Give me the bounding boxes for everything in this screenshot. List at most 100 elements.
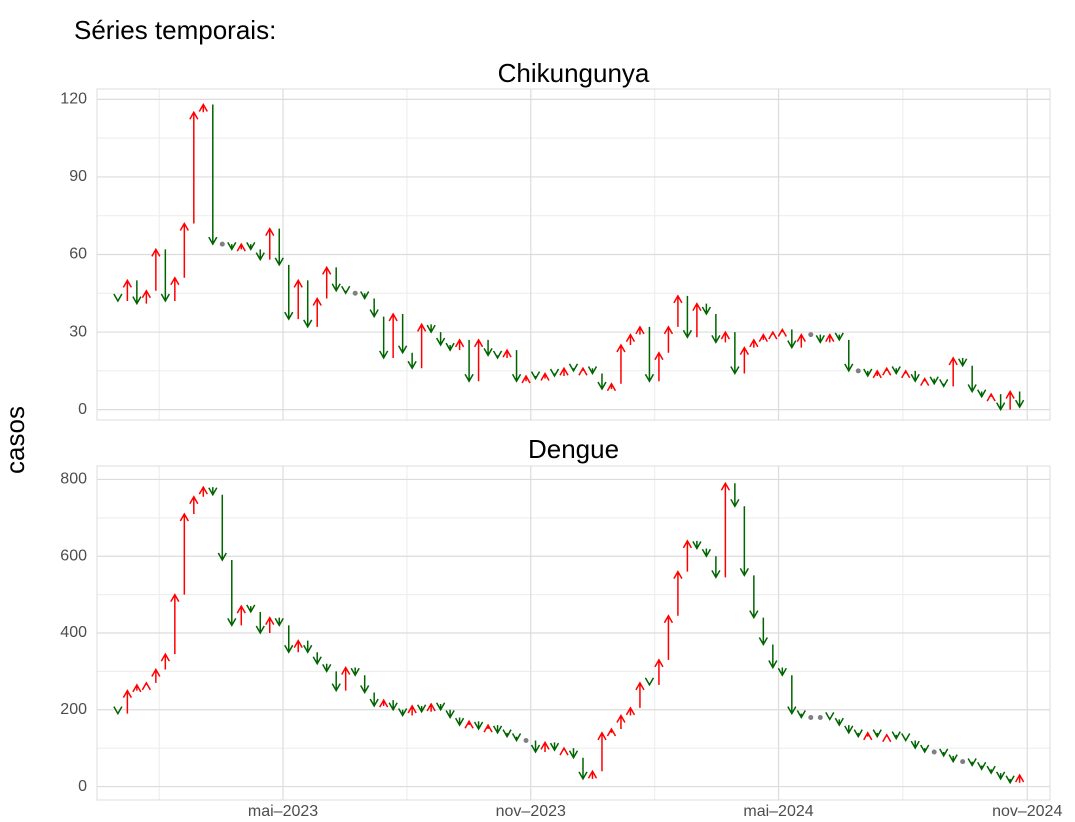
arrow bbox=[540, 371, 550, 381]
arrow-line bbox=[160, 249, 170, 303]
arrow bbox=[967, 365, 977, 394]
arrow bbox=[350, 667, 360, 677]
arrow-line bbox=[122, 278, 133, 302]
arrow bbox=[910, 370, 920, 383]
arrow-line bbox=[397, 708, 408, 718]
arrow-line bbox=[483, 723, 493, 733]
arrow-line bbox=[920, 744, 930, 754]
arrow bbox=[682, 295, 693, 339]
arrow bbox=[397, 708, 408, 718]
arrow-line bbox=[939, 379, 949, 388]
arrow-line bbox=[844, 725, 854, 735]
flat-dot bbox=[855, 368, 861, 374]
y-tick-label: 0 bbox=[78, 778, 87, 795]
arrow-line bbox=[958, 357, 968, 368]
arrow-line bbox=[179, 512, 189, 595]
y-tick-label: 400 bbox=[60, 624, 87, 641]
x-tick-label: mai–2024 bbox=[743, 803, 813, 820]
arrow-line bbox=[284, 264, 294, 321]
arrow-line bbox=[435, 702, 446, 712]
arrow-line bbox=[322, 265, 332, 299]
arrow bbox=[720, 481, 731, 578]
arrow bbox=[948, 754, 958, 764]
arrow-line bbox=[654, 658, 664, 685]
flat-dot bbox=[523, 737, 529, 743]
arrow bbox=[692, 540, 702, 551]
arrow-line bbox=[625, 333, 636, 346]
arrow-line bbox=[844, 339, 854, 373]
arrow bbox=[730, 483, 740, 508]
arrow bbox=[274, 617, 284, 627]
arrow bbox=[360, 675, 370, 695]
arrow bbox=[891, 731, 901, 741]
arrow-line bbox=[502, 729, 512, 739]
arrow bbox=[768, 644, 778, 670]
arrow bbox=[711, 313, 721, 344]
arrow bbox=[825, 333, 835, 343]
arrow-line bbox=[274, 228, 284, 267]
arrow bbox=[606, 727, 617, 737]
arrow-line bbox=[682, 539, 693, 572]
x-tick-label: mai–2023 bbox=[248, 803, 318, 820]
arrow-line bbox=[853, 729, 863, 739]
arrow-line bbox=[473, 721, 484, 731]
arrow bbox=[122, 278, 133, 302]
arrow bbox=[977, 389, 987, 399]
arrow-line bbox=[863, 731, 873, 741]
arrow-line bbox=[1005, 775, 1015, 785]
arrow-line bbox=[948, 754, 958, 764]
arrow bbox=[844, 339, 854, 373]
arrow-line bbox=[796, 333, 806, 348]
arrow-line bbox=[616, 714, 626, 729]
arrow-line bbox=[549, 368, 560, 378]
arrow-line bbox=[739, 506, 750, 577]
arrow-line bbox=[606, 382, 617, 392]
arrow bbox=[606, 382, 617, 392]
arrow-line bbox=[625, 706, 636, 716]
arrow-line bbox=[132, 683, 142, 693]
arrow-line bbox=[673, 294, 683, 327]
arrow-line bbox=[236, 604, 246, 626]
arrow bbox=[217, 494, 227, 562]
arrow bbox=[511, 350, 522, 383]
y-tick-label: 120 bbox=[60, 91, 87, 108]
arrow bbox=[1014, 391, 1025, 409]
arrow bbox=[844, 725, 854, 735]
arrow bbox=[635, 325, 645, 335]
arrow bbox=[616, 343, 626, 384]
y-tick-label: 90 bbox=[69, 168, 87, 185]
arrow bbox=[749, 575, 759, 620]
arrow bbox=[379, 316, 389, 360]
arrow bbox=[834, 332, 844, 342]
arrow bbox=[901, 369, 911, 379]
flat-dot bbox=[960, 759, 966, 765]
arrow-line bbox=[635, 681, 645, 708]
y-tick-label: 600 bbox=[60, 547, 87, 564]
arrow-line bbox=[967, 758, 977, 767]
arrow-head bbox=[113, 706, 123, 716]
x-tick-label: nov–2023 bbox=[496, 803, 566, 820]
arrow-line bbox=[939, 748, 949, 758]
arrow-line bbox=[825, 333, 835, 343]
arrow-line bbox=[587, 366, 598, 375]
arrow-line bbox=[322, 663, 332, 673]
arrow bbox=[189, 110, 199, 224]
arrow-line bbox=[246, 241, 256, 251]
arrow-line bbox=[825, 712, 835, 721]
arrow bbox=[625, 333, 636, 346]
arrow bbox=[644, 326, 655, 383]
arrow-line bbox=[189, 110, 199, 224]
arrow bbox=[578, 366, 588, 376]
arrow-line bbox=[208, 104, 218, 246]
arrow bbox=[416, 322, 427, 369]
arrow bbox=[654, 658, 664, 685]
arrow bbox=[483, 723, 493, 733]
arrow-line bbox=[511, 350, 522, 383]
arrow-line bbox=[1014, 391, 1025, 409]
arrow-line bbox=[711, 556, 721, 579]
arrow-line bbox=[977, 761, 987, 771]
arrow-line bbox=[397, 313, 408, 355]
arrow-line bbox=[568, 748, 579, 760]
arrow-line bbox=[882, 366, 892, 376]
arrow-line bbox=[388, 312, 398, 358]
